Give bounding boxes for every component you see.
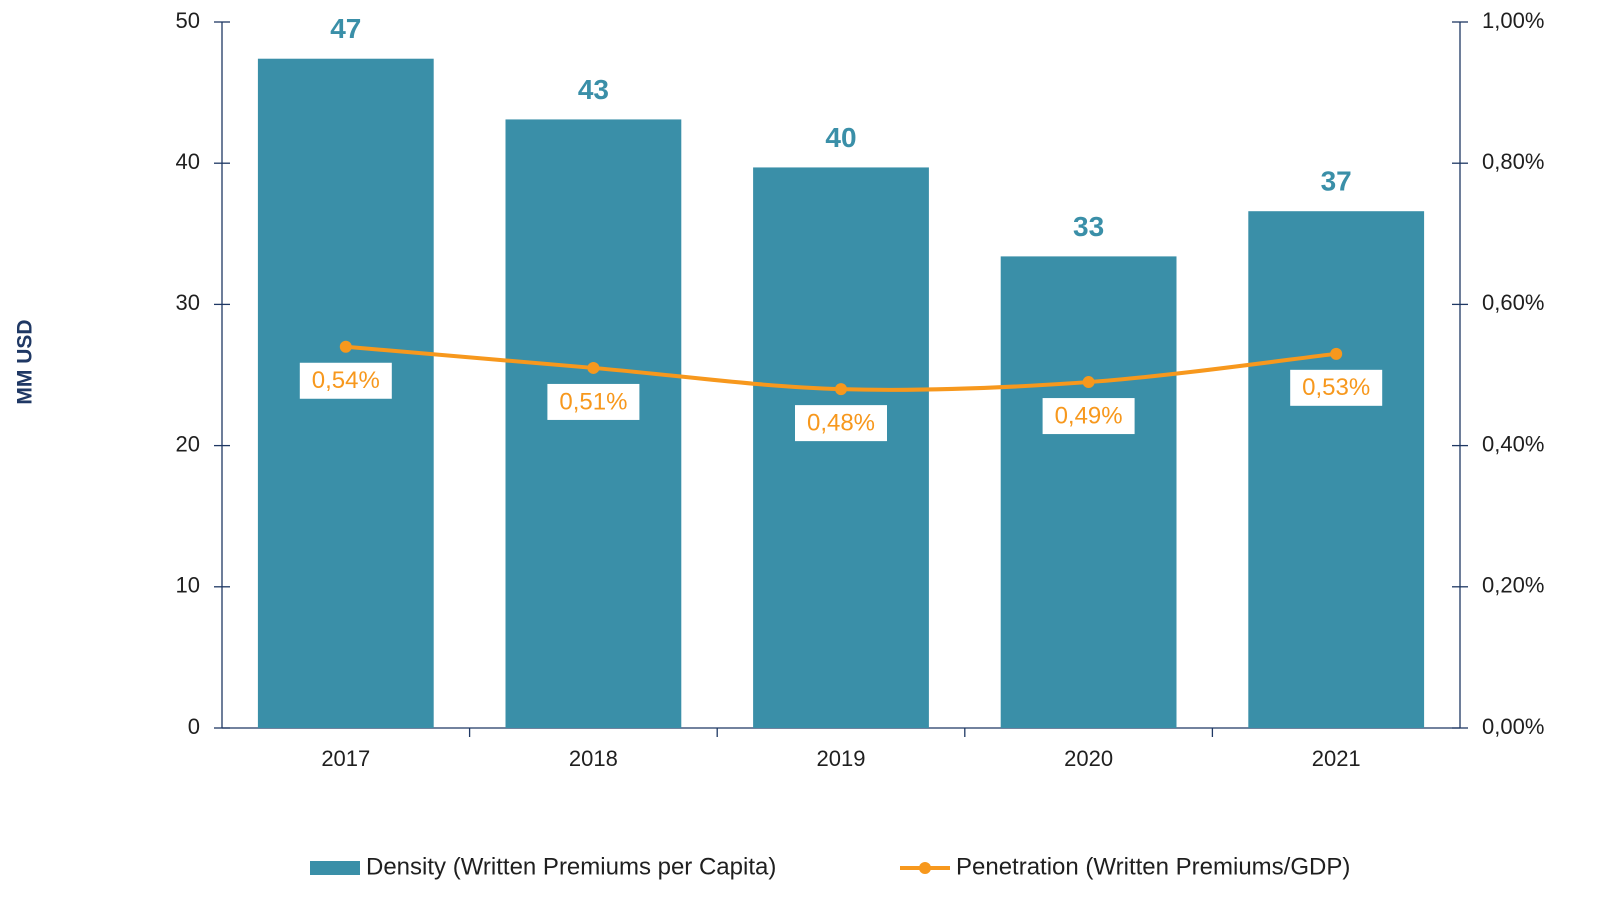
legend-label: Penetration (Written Premiums/GDP) (956, 853, 1350, 880)
y2-tick-label: 0,80% (1482, 149, 1544, 174)
bar-value-label: 33 (1073, 211, 1104, 242)
bar (1000, 256, 1177, 728)
y2-tick-label: 1,00% (1482, 8, 1544, 33)
line-point (587, 361, 600, 374)
bar-value-label: 37 (1321, 166, 1352, 197)
line-point (1082, 376, 1095, 389)
line-point (339, 340, 352, 353)
y2-tick-label: 0,40% (1482, 431, 1544, 456)
legend-swatch (310, 861, 360, 875)
y-tick-label: 20 (176, 431, 200, 456)
bar (505, 119, 682, 729)
x-tick-label: 2021 (1312, 746, 1361, 771)
line-label-box (547, 383, 640, 420)
y-axis-label: MM USD (14, 319, 37, 404)
y2-tick-label: 0,60% (1482, 290, 1544, 315)
bar-value-label: 40 (825, 122, 856, 153)
bar-value-label: 47 (330, 13, 361, 44)
y2-tick-label: 0,00% (1482, 714, 1544, 739)
line-value-label: 0,54% (312, 367, 380, 394)
y-tick-label: 40 (176, 149, 200, 174)
y-tick-label: 0 (188, 714, 200, 739)
bar (1248, 211, 1425, 728)
line-label-box (1042, 398, 1135, 435)
legend-label: Density (Written Premiums per Capita) (366, 853, 776, 880)
bar (753, 167, 929, 728)
line-label-box (1290, 369, 1383, 406)
x-tick-label: 2018 (569, 746, 618, 771)
y-tick-label: 30 (176, 290, 200, 315)
line-value-label: 0,51% (559, 388, 627, 415)
x-tick-label: 2017 (321, 746, 370, 771)
line-value-label: 0,53% (1302, 374, 1370, 401)
legend-swatch-dot (919, 862, 931, 874)
line-label-box (299, 362, 392, 399)
line-label-box (795, 405, 887, 442)
y2-tick-label: 0,20% (1482, 573, 1544, 598)
x-tick-label: 2019 (817, 746, 866, 771)
x-tick-label: 2020 (1064, 746, 1113, 771)
line-value-label: 0,48% (807, 409, 875, 436)
line-point (1330, 347, 1343, 360)
bar-value-label: 43 (578, 74, 609, 105)
y-tick-label: 50 (176, 8, 200, 33)
line-point (835, 383, 847, 396)
y-tick-label: 10 (176, 573, 200, 598)
line-value-label: 0,49% (1055, 402, 1123, 429)
